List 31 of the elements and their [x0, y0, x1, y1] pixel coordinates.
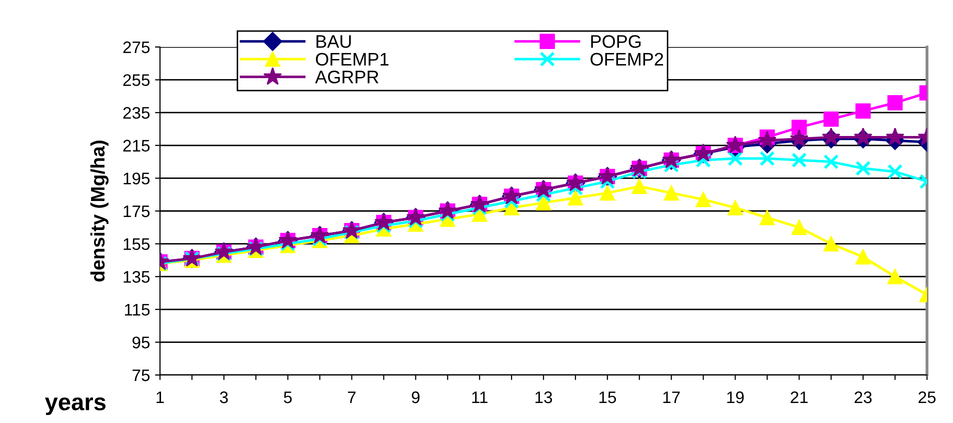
y-tick-label: 75: [132, 370, 150, 382]
legend-label: POPG: [591, 35, 641, 48]
y-tick-label: 175: [124, 206, 150, 218]
legend-label: OFEMP2: [590, 52, 664, 66]
legend-label: OFEMP1: [316, 52, 388, 66]
y-tick-label: 135: [124, 271, 150, 283]
legend-label: AGRPR: [315, 70, 378, 84]
y-tick-label: 215: [123, 140, 150, 152]
y-tick-label: 255: [123, 74, 150, 86]
x-tick-label: 7: [348, 392, 356, 404]
x-tick-label: 15: [599, 392, 616, 404]
y-tick-label: 195: [124, 172, 150, 184]
y-tick-label: 235: [123, 107, 150, 119]
legend-label: BAU: [316, 35, 351, 48]
x-tick-label: 21: [790, 391, 808, 404]
y-axis-title: density (Mg/ha): [90, 140, 109, 282]
x-tick-label: 13: [536, 391, 552, 404]
x-tick-label: 3: [220, 391, 228, 404]
x-tick-label: 11: [472, 392, 488, 404]
x-tick-label: 9: [412, 391, 420, 404]
x-tick-label: 17: [663, 392, 680, 404]
y-tick-label: 275: [123, 41, 150, 54]
x-tick-label: 5: [284, 392, 292, 404]
x-tick-label: 1: [156, 392, 164, 404]
x-axis-title: years: [44, 397, 106, 416]
x-tick-label: 23: [854, 391, 872, 404]
y-tick-label: 115: [124, 304, 150, 316]
y-tick-label: 155: [124, 238, 150, 250]
x-tick-label: 19: [727, 391, 744, 404]
x-tick-label: 25: [918, 391, 936, 404]
y-tick-label: 95: [132, 336, 150, 348]
